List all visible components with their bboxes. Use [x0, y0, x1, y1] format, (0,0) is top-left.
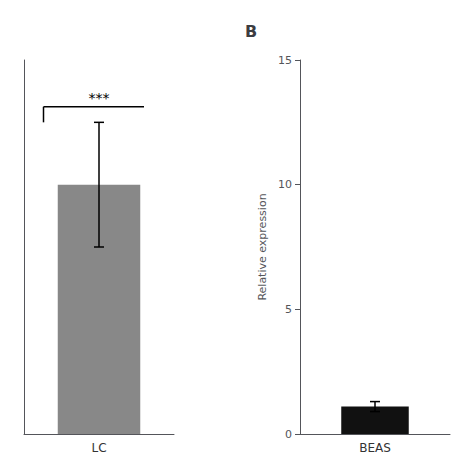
- svg-text:LC: LC: [91, 441, 106, 455]
- svg-text:Relative expression: Relative expression: [256, 193, 269, 300]
- svg-text:5: 5: [285, 303, 292, 316]
- svg-text:0: 0: [285, 428, 292, 441]
- svg-text:***: ***: [89, 90, 110, 106]
- svg-text:15: 15: [278, 54, 292, 67]
- svg-text:B: B: [245, 22, 257, 41]
- svg-text:10: 10: [278, 178, 292, 191]
- svg-text:BEAS: BEAS: [359, 441, 391, 455]
